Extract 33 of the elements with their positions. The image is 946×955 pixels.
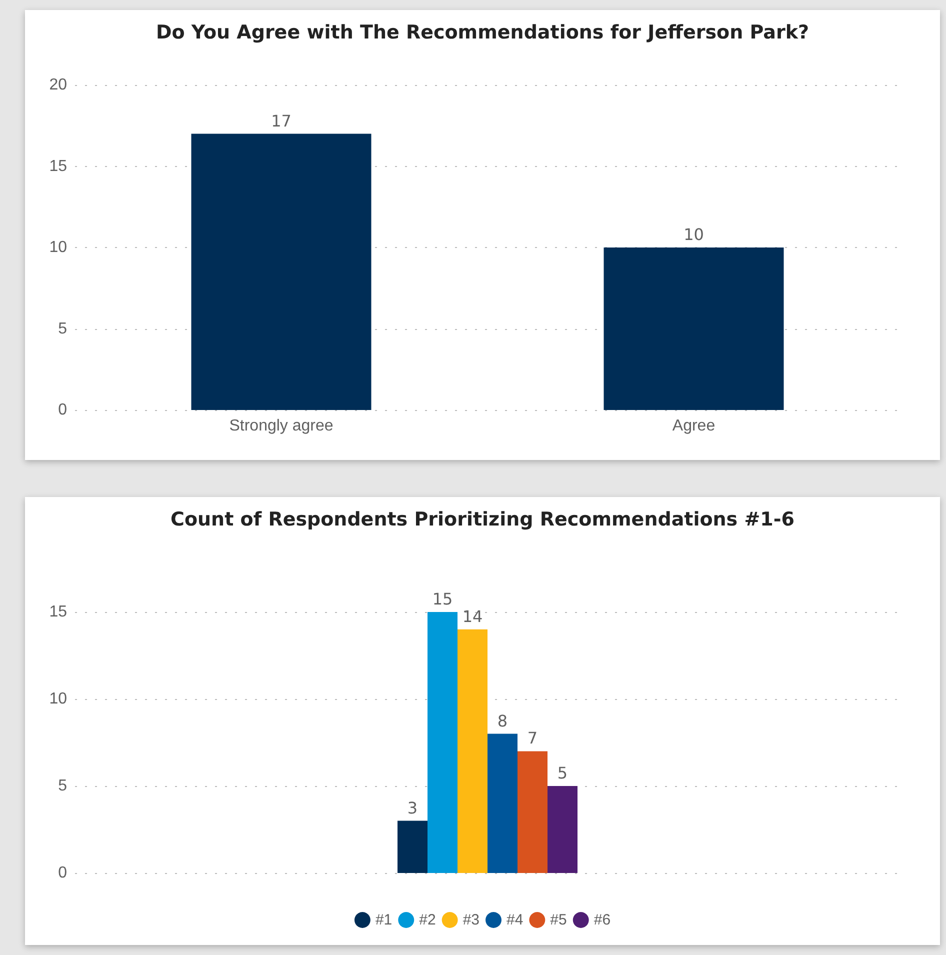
y-tick-label: 5 [58,320,68,338]
bar [488,734,518,873]
chart-title: Do You Agree with The Recommendations for Jefferson Park? [156,22,810,44]
x-tick-label: Strongly agree [229,418,334,434]
y-tick-label: 10 [49,239,68,256]
x-tick-label: Agree [672,418,716,434]
data-label: 3 [407,798,418,818]
y-tick-label: 15 [49,604,68,620]
data-label: 5 [557,764,568,782]
legend-label: #3 [462,912,480,928]
data-label: 14 [462,606,483,626]
y-tick-label: 0 [58,402,68,418]
data-label: 7 [527,728,538,748]
legend-label: #4 [506,912,524,928]
bar [458,629,488,873]
bar [518,751,548,873]
data-label: 15 [432,590,453,608]
bar [428,612,458,873]
legend-label: #5 [550,912,567,928]
legend-label: #2 [419,912,436,928]
y-tick-label: 15 [49,158,68,175]
bar [398,820,428,873]
data-label: 10 [684,225,704,244]
legend-label: #1 [375,912,392,928]
legend-label: #6 [594,912,611,928]
y-tick-label: 5 [58,778,68,794]
y-tick-label: 0 [58,864,68,882]
y-tick-label: 20 [49,76,68,94]
y-tick-label: 10 [49,690,68,708]
chart-title: Count of Respondents Prioritizing Recommendations #1-6 [170,508,794,530]
data-label: 8 [497,711,508,730]
data-label: 17 [271,111,292,130]
bar [548,786,578,873]
